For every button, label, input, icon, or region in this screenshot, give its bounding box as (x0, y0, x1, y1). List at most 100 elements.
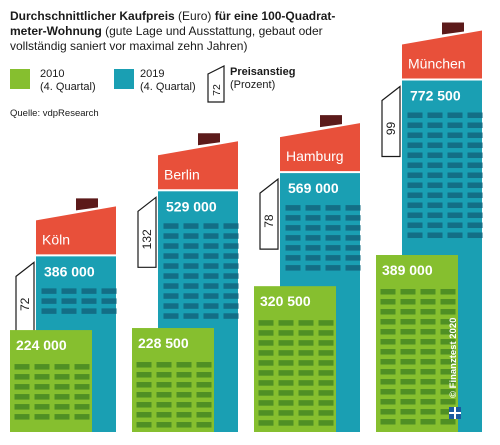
teal-berlin-window (203, 273, 219, 279)
teal-muenchen-window (407, 172, 423, 179)
teal-hamburg-window (345, 255, 361, 261)
teal-berlin-window (223, 303, 239, 309)
green-muenchen-window (420, 399, 436, 405)
teal-berlin-window (203, 223, 219, 229)
green-hamburg-window (318, 320, 334, 326)
green-koeln-window (34, 384, 50, 390)
green-koeln-window (54, 364, 70, 370)
green-muenchen-window (420, 309, 436, 315)
green-hamburg-window (318, 340, 334, 346)
teal-hamburg-window (305, 205, 321, 211)
green-hamburg-window (258, 360, 274, 366)
green-hamburg-window (258, 410, 274, 416)
teal-berlin-window (203, 253, 219, 259)
teal-hamburg-window (305, 235, 321, 241)
green-muenchen-window (380, 339, 396, 345)
teal-berlin-window (163, 253, 179, 259)
rise-value-berlin: 132 (140, 229, 154, 249)
green-hamburg-window (298, 380, 314, 386)
rise-flag-hamburg (259, 177, 279, 250)
city-label-muenchen: München (408, 56, 466, 72)
green-berlin-window (156, 382, 172, 388)
green-koeln-window (54, 414, 70, 420)
rise-value-hamburg: 78 (262, 214, 276, 228)
teal-berlin-window (223, 263, 239, 269)
value-2010-koeln: 224 000 (16, 337, 67, 353)
green-koeln-window (34, 364, 50, 370)
green-hamburg-window (258, 380, 274, 386)
green-hamburg-window (258, 330, 274, 336)
green-berlin-window (156, 412, 172, 418)
teal-hamburg-window (325, 235, 341, 241)
green-hamburg-window (318, 380, 334, 386)
teal-koeln-window (41, 288, 57, 294)
green-berlin-window (196, 362, 212, 368)
value-2019-hamburg: 569 000 (288, 180, 339, 196)
green-muenchen-window (400, 339, 416, 345)
teal-muenchen-window (427, 192, 443, 199)
green-muenchen-window (420, 329, 436, 335)
teal-berlin-window (203, 243, 219, 249)
green-berlin-window (176, 422, 192, 428)
teal-berlin-window (223, 293, 239, 299)
teal-berlin-window (163, 303, 179, 309)
legend-rise-value: 72 (211, 84, 223, 96)
green-muenchen-window (440, 379, 456, 385)
teal-koeln-window (81, 298, 97, 304)
green-koeln-window (74, 364, 90, 370)
roof-koeln (36, 206, 116, 255)
green-berlin-window (196, 402, 212, 408)
green-berlin-window (156, 422, 172, 428)
teal-koeln-window (81, 308, 97, 314)
teal-hamburg-window (325, 255, 341, 261)
teal-hamburg-window (305, 225, 321, 231)
teal-muenchen-window (427, 222, 443, 229)
green-muenchen-window (440, 419, 456, 425)
green-koeln-window (14, 364, 30, 370)
green-berlin-window (196, 372, 212, 378)
teal-berlin-window (203, 263, 219, 269)
green-muenchen-window (380, 329, 396, 335)
teal-berlin-window (223, 223, 239, 229)
teal-berlin-window (223, 273, 239, 279)
teal-hamburg-window (285, 205, 301, 211)
teal-berlin-window (163, 283, 179, 289)
teal-hamburg-window (345, 235, 361, 241)
teal-berlin-window (163, 293, 179, 299)
green-koeln-window (74, 404, 90, 410)
legend-2010: 2010 (4. Quartal) (40, 68, 96, 93)
teal-berlin-window (203, 233, 219, 239)
green-muenchen-window (380, 369, 396, 375)
bar-2010-hamburg (254, 286, 336, 432)
teal-muenchen-window (407, 232, 423, 239)
teal-muenchen-window (427, 232, 443, 239)
teal-hamburg-window (345, 215, 361, 221)
green-koeln-window (34, 394, 50, 400)
teal-berlin-window (223, 283, 239, 289)
teal-koeln-window (41, 308, 57, 314)
legend-swatch-2010 (10, 69, 30, 89)
legend-2019: 2019 (4. Quartal) (140, 68, 196, 93)
green-hamburg-window (278, 410, 294, 416)
chimney-koeln (76, 198, 98, 211)
green-berlin-window (136, 382, 152, 388)
green-muenchen-window (440, 309, 456, 315)
teal-berlin-window (183, 233, 199, 239)
teal-hamburg-window (305, 215, 321, 221)
teal-berlin-window (163, 263, 179, 269)
teal-muenchen-window (407, 122, 423, 129)
green-hamburg-window (298, 410, 314, 416)
green-muenchen-window (380, 389, 396, 395)
green-hamburg-window (298, 360, 314, 366)
green-berlin-window (176, 382, 192, 388)
green-hamburg-window (258, 370, 274, 376)
teal-hamburg-window (325, 205, 341, 211)
teal-muenchen-window (447, 162, 463, 169)
teal-muenchen-window (447, 172, 463, 179)
teal-berlin-window (183, 243, 199, 249)
green-muenchen-window (380, 309, 396, 315)
teal-hamburg-window (285, 245, 301, 251)
green-muenchen-window (420, 379, 436, 385)
teal-muenchen-window (407, 162, 423, 169)
green-muenchen-window (380, 349, 396, 355)
